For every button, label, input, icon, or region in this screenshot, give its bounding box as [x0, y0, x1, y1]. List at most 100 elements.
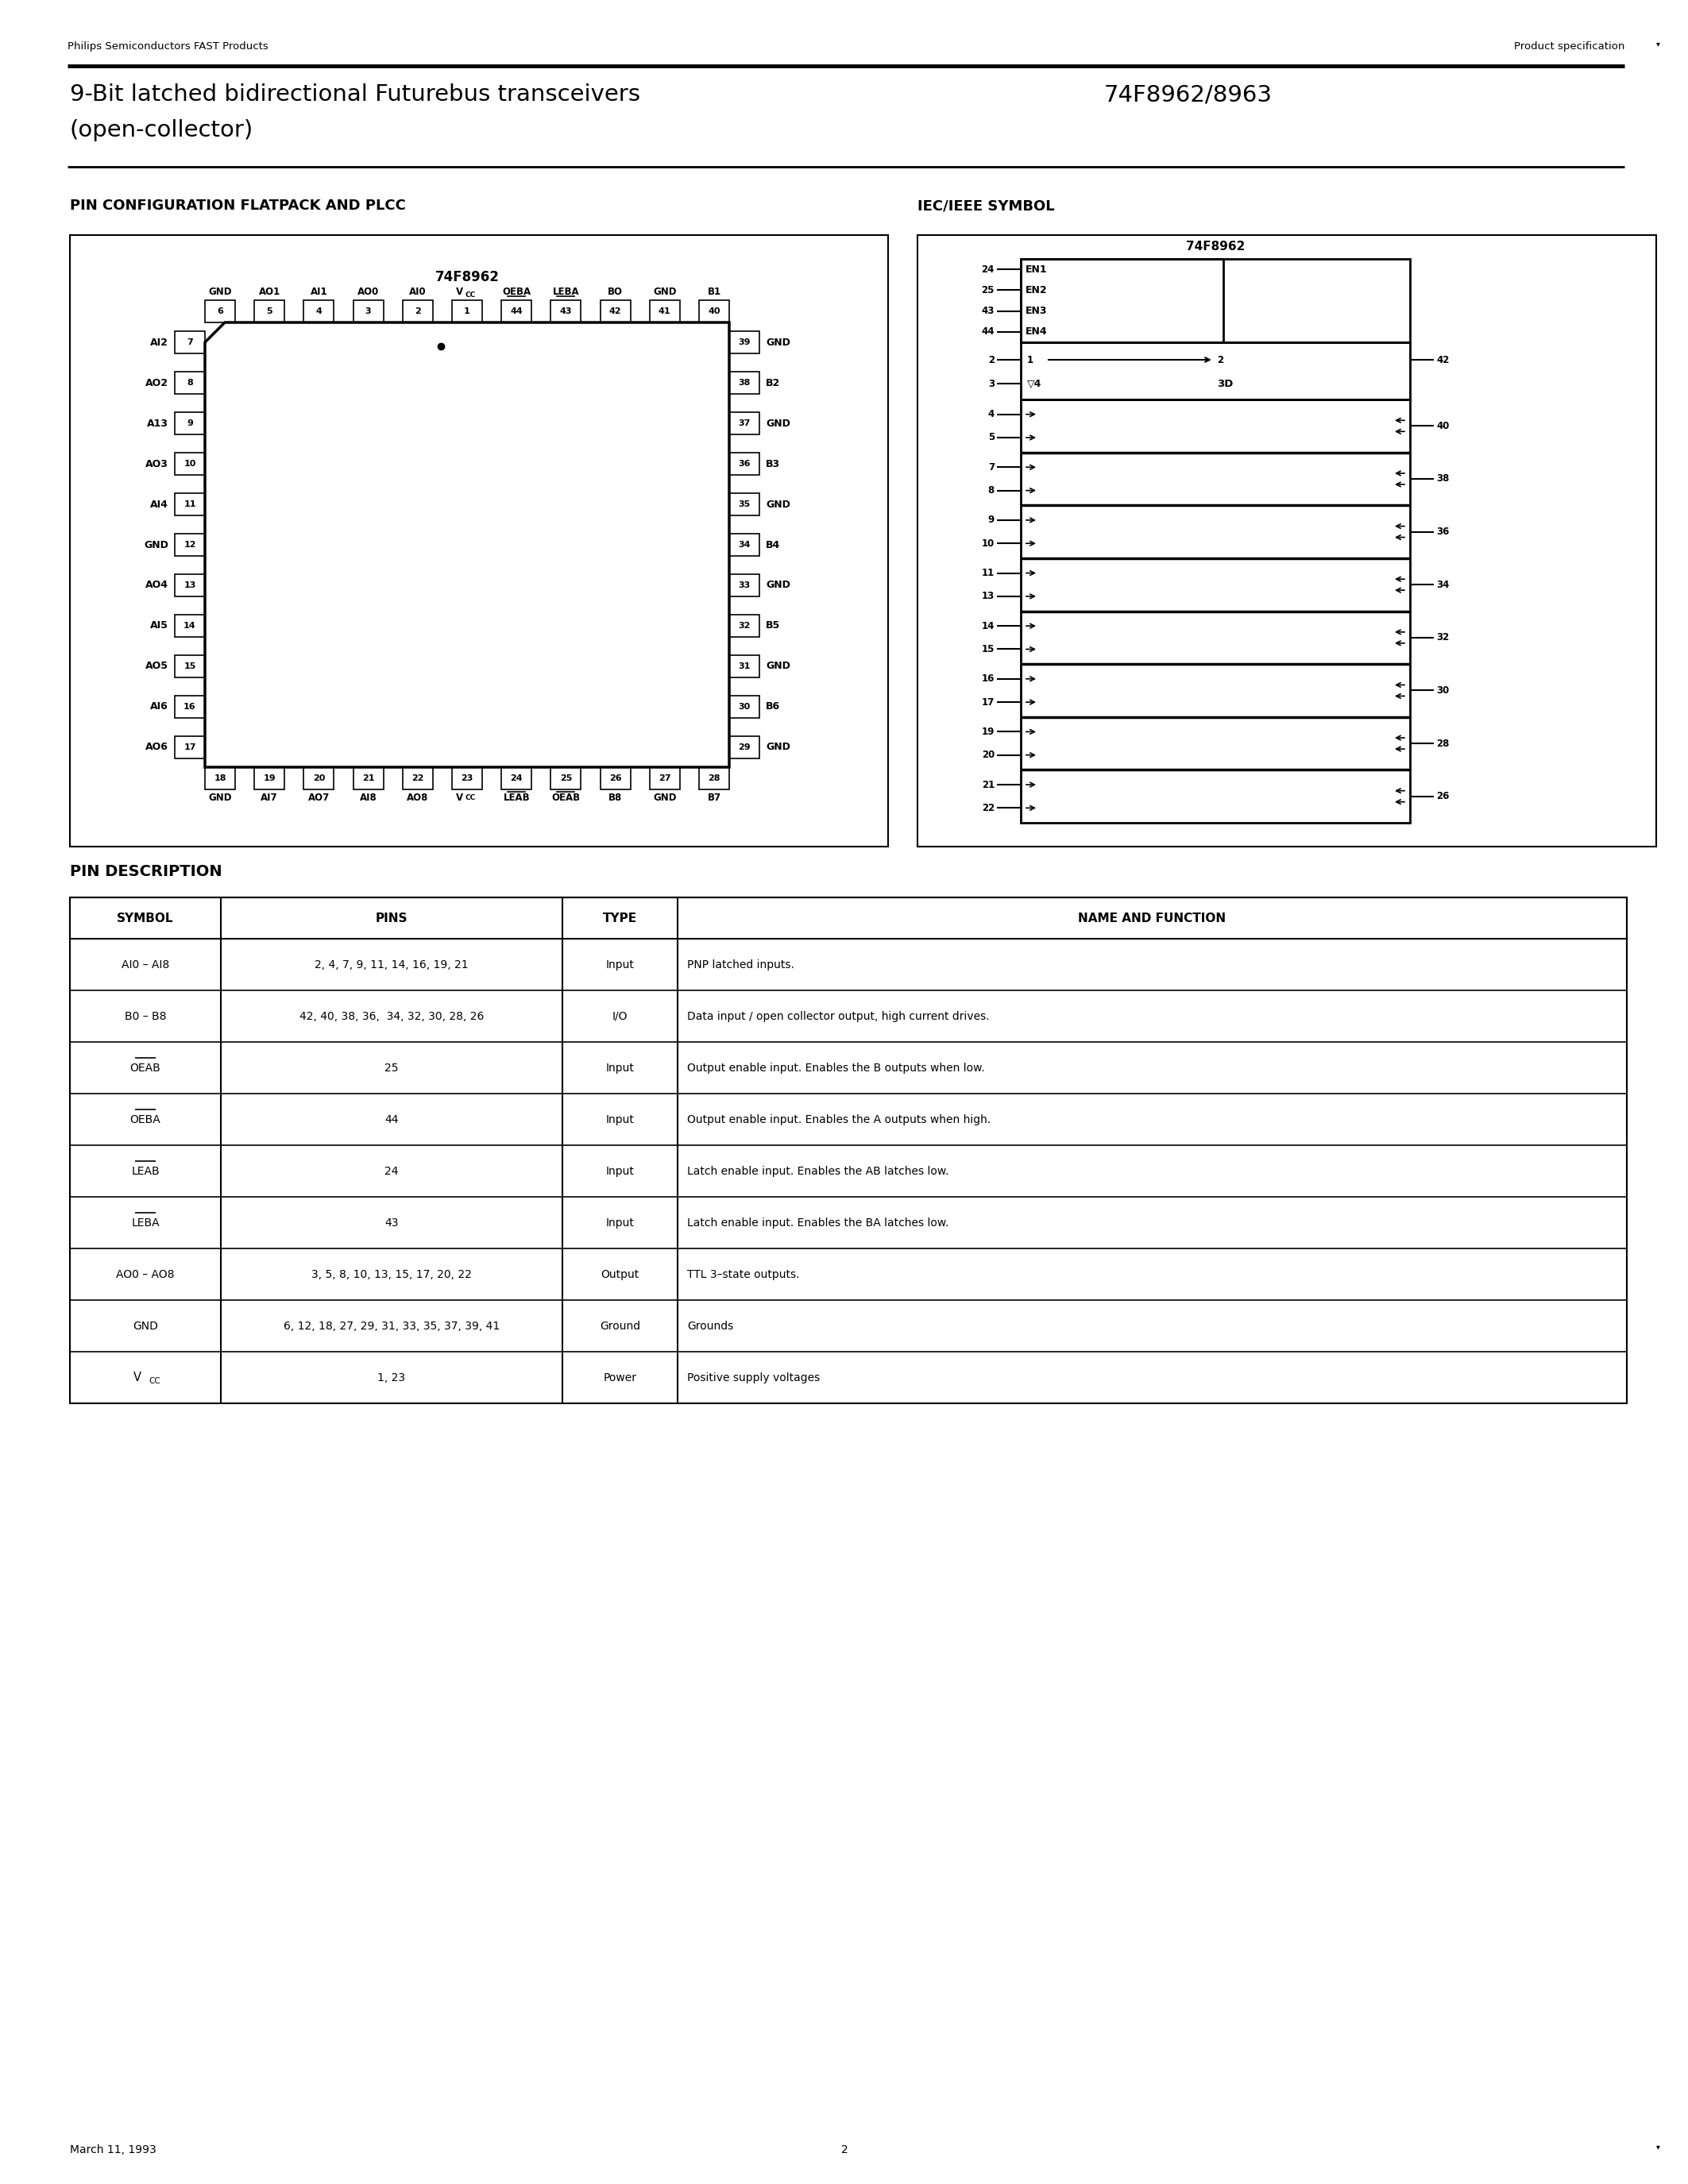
Text: 16: 16	[981, 673, 994, 684]
Text: LEAB: LEAB	[503, 793, 530, 804]
Bar	[601, 767, 630, 788]
Text: 22: 22	[982, 804, 994, 812]
Bar	[176, 655, 204, 677]
Text: EN3: EN3	[1026, 306, 1047, 317]
Bar	[729, 371, 760, 393]
Text: 2: 2	[1217, 354, 1224, 365]
Text: 44: 44	[510, 308, 523, 314]
Bar	[699, 299, 729, 323]
Text: Product specification: Product specification	[1514, 41, 1624, 52]
Bar	[255, 299, 285, 323]
Text: 24: 24	[510, 775, 523, 782]
Text: I/O: I/O	[613, 1011, 628, 1022]
Text: 40: 40	[707, 308, 721, 314]
Bar	[650, 299, 680, 323]
Text: 20: 20	[982, 749, 994, 760]
Text: 32: 32	[738, 622, 751, 629]
Text: GND: GND	[766, 743, 790, 751]
Text: 38: 38	[738, 380, 751, 387]
Text: B3: B3	[766, 459, 780, 470]
Text: OEBA: OEBA	[130, 1114, 160, 1125]
Text: 11: 11	[982, 568, 994, 579]
Bar	[69, 236, 888, 847]
Bar	[1021, 260, 1409, 343]
Text: 42: 42	[609, 308, 621, 314]
Text: 10: 10	[982, 537, 994, 548]
Text: PIN CONFIGURATION FLATPACK AND PLCC: PIN CONFIGURATION FLATPACK AND PLCC	[69, 199, 405, 212]
Text: 17: 17	[184, 743, 196, 751]
Bar	[699, 767, 729, 788]
Text: Data input / open collector output, high current drives.: Data input / open collector output, high…	[687, 1011, 989, 1022]
Text: CC: CC	[464, 795, 476, 802]
Bar	[550, 767, 581, 788]
Text: EN4: EN4	[1026, 328, 1048, 336]
Text: 34: 34	[1436, 579, 1450, 590]
Text: 40: 40	[1436, 422, 1450, 430]
Text: 14: 14	[981, 620, 994, 631]
Bar	[176, 452, 204, 476]
Text: AO6: AO6	[145, 743, 169, 751]
Text: 36: 36	[738, 461, 751, 467]
Bar	[402, 767, 432, 788]
Text: Output: Output	[601, 1269, 640, 1280]
Text: 28: 28	[707, 775, 721, 782]
Text: 14: 14	[184, 622, 196, 629]
Text: AI8: AI8	[360, 793, 376, 804]
Text: OEAB: OEAB	[130, 1061, 160, 1072]
Text: B4: B4	[766, 539, 780, 550]
Text: GND: GND	[208, 793, 231, 804]
Text: SYMBOL: SYMBOL	[116, 913, 174, 924]
Text: 11: 11	[184, 500, 196, 509]
Text: Power: Power	[603, 1372, 636, 1382]
Text: 23: 23	[461, 775, 473, 782]
Text: V: V	[456, 793, 463, 804]
Text: AI0 – AI8: AI0 – AI8	[122, 959, 169, 970]
Text: Grounds: Grounds	[687, 1321, 733, 1332]
Text: 24: 24	[385, 1166, 398, 1177]
Text: 17: 17	[982, 697, 994, 708]
Text: 29: 29	[738, 743, 751, 751]
Bar	[353, 299, 383, 323]
Text: GND: GND	[208, 286, 231, 297]
Text: Output enable input. Enables the B outputs when low.: Output enable input. Enables the B outpu…	[687, 1061, 984, 1072]
Text: 39: 39	[738, 339, 751, 347]
Text: 44: 44	[981, 328, 994, 336]
Text: AI4: AI4	[150, 500, 169, 509]
Text: B2: B2	[766, 378, 780, 389]
Text: EN2: EN2	[1026, 286, 1048, 295]
Text: 37: 37	[738, 419, 751, 428]
Text: V: V	[456, 286, 463, 297]
Bar	[501, 299, 532, 323]
Text: LEBA: LEBA	[552, 286, 579, 297]
Text: ▾: ▾	[1656, 39, 1659, 48]
Text: B6: B6	[766, 701, 780, 712]
Text: 15: 15	[184, 662, 196, 670]
Text: AO1: AO1	[258, 286, 280, 297]
Text: 26: 26	[609, 775, 621, 782]
Text: 1, 23: 1, 23	[378, 1372, 405, 1382]
Text: 27: 27	[658, 775, 670, 782]
Text: BO: BO	[608, 286, 623, 297]
Text: 4: 4	[987, 408, 994, 419]
Text: 2: 2	[987, 354, 994, 365]
Text: AO2: AO2	[145, 378, 169, 389]
Text: Input: Input	[606, 1114, 635, 1125]
Text: 34: 34	[738, 542, 751, 548]
Bar	[255, 767, 285, 788]
Bar	[1021, 343, 1409, 400]
Text: AI2: AI2	[150, 339, 169, 347]
Text: AI7: AI7	[262, 793, 279, 804]
Text: ▾: ▾	[1656, 2143, 1659, 2151]
Text: 9-Bit latched bidirectional Futurebus transceivers: 9-Bit latched bidirectional Futurebus tr…	[69, 83, 640, 105]
Text: OEAB: OEAB	[552, 793, 581, 804]
Text: 43: 43	[981, 306, 994, 317]
Text: 5: 5	[267, 308, 272, 314]
Text: IEC/IEEE SYMBOL: IEC/IEEE SYMBOL	[918, 199, 1055, 212]
Text: 2, 4, 7, 9, 11, 14, 16, 19, 21: 2, 4, 7, 9, 11, 14, 16, 19, 21	[314, 959, 469, 970]
Bar	[729, 533, 760, 557]
Text: 13: 13	[982, 592, 994, 601]
Text: ▽4: ▽4	[1026, 378, 1041, 389]
Text: Input: Input	[606, 1061, 635, 1072]
Text: 9: 9	[987, 515, 994, 526]
Text: Input: Input	[606, 1166, 635, 1177]
